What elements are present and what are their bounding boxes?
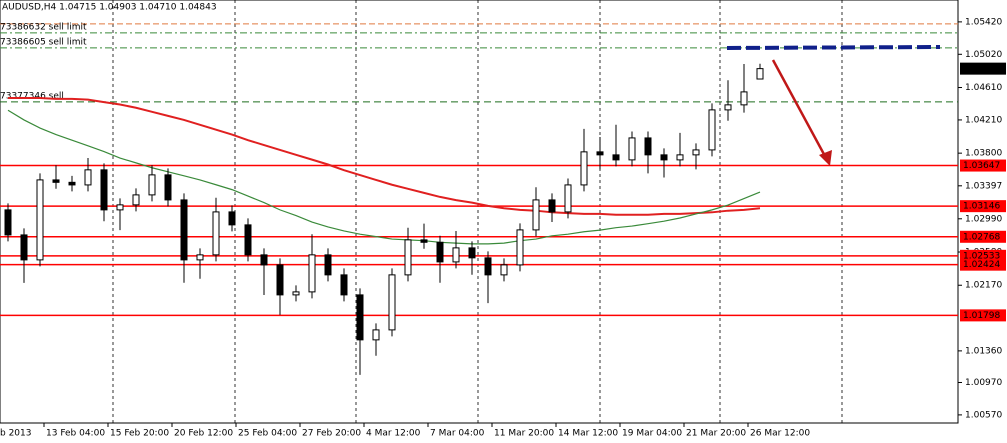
level-label: 1.03146 <box>963 202 1000 212</box>
chart-layer: 73386632 sell limit 73386605 sell limit 73… <box>0 22 958 375</box>
y-tick-label: 1.03397 <box>965 181 1002 191</box>
candle-body <box>20 234 28 261</box>
candle-body <box>564 184 572 213</box>
level-label: 1.02533 <box>963 251 1000 261</box>
moving-average <box>8 97 761 216</box>
candle-body <box>692 149 700 156</box>
candle-body <box>116 204 124 211</box>
candle-body <box>628 137 636 161</box>
level-box <box>960 309 1006 322</box>
candle-body <box>228 211 236 226</box>
y-tick-label: 1.02990 <box>965 214 1002 224</box>
order-label: 73386605 sell limit <box>0 37 87 47</box>
y-tick-label: 1.00570 <box>965 410 1002 420</box>
y-tick-label: 1.03800 <box>965 149 1002 159</box>
x-tick-label: 27 Feb 20:00 <box>302 429 361 439</box>
y-tick-label: 1.04610 <box>965 83 1002 93</box>
candle-body <box>180 199 188 261</box>
candle-body <box>340 274 348 296</box>
candle-body <box>580 151 588 186</box>
candle-body <box>52 179 60 183</box>
candle-body <box>548 199 556 213</box>
candle-body <box>676 154 684 161</box>
candle-body <box>36 179 44 261</box>
y-tick-label: 1.05020 <box>965 50 1002 60</box>
price-label: 1.04843 <box>963 64 1000 74</box>
y-tick-label: 1.04210 <box>965 115 1002 125</box>
annotation-arrow <box>771 59 828 159</box>
candle-body <box>132 194 140 206</box>
candle-body <box>436 241 444 263</box>
candle-body <box>756 68 764 80</box>
x-tick-label: 19 Mar 04:00 <box>622 429 682 439</box>
candle-body <box>84 169 92 186</box>
level-box <box>960 159 1006 172</box>
level-label: 1.01798 <box>963 311 1000 321</box>
candle-body <box>212 211 220 256</box>
x-tick-label: 20 Feb 12:00 <box>174 429 233 439</box>
candle-body <box>724 104 732 111</box>
candle-body <box>372 329 380 341</box>
candle-body <box>292 291 300 296</box>
candle-body <box>452 247 460 263</box>
order-label: 73377346 sell <box>0 91 64 101</box>
candle-body <box>740 91 748 106</box>
y-tick-label: 1.00970 <box>965 378 1002 388</box>
candle-body <box>484 257 492 276</box>
candle-body <box>356 294 364 341</box>
candle-body <box>404 239 412 276</box>
candle-body <box>196 254 204 261</box>
y-tick-label: 1.05420 <box>965 17 1002 27</box>
candle-body <box>100 169 108 211</box>
candle-body <box>276 264 284 296</box>
candle-body <box>500 264 508 276</box>
annotation-arrowhead <box>819 150 832 166</box>
level-box <box>960 230 1006 243</box>
candle-body <box>612 154 620 161</box>
x-tick-label: 4 Mar 12:00 <box>366 429 421 439</box>
candle-body <box>644 137 652 156</box>
candle-body <box>324 254 332 276</box>
candle-body <box>148 174 156 196</box>
x-tick-label: 7 Mar 04:00 <box>430 429 485 439</box>
plot-frame <box>0 0 959 424</box>
candle-body <box>260 254 268 266</box>
x-tick-label: 11 Mar 20:00 <box>494 429 554 439</box>
level-label: 1.02424 <box>963 260 1000 270</box>
level-label: 1.03647 <box>963 161 1000 171</box>
candle-body <box>388 274 396 331</box>
x-tick-label: 26 Mar 12:00 <box>750 429 810 439</box>
y-tick-label: 1.01360 <box>965 346 1002 356</box>
order-label: 73386632 sell limit <box>0 22 87 32</box>
x-tick-label: 25 Feb 04:00 <box>238 429 297 439</box>
candle-body <box>308 254 316 293</box>
x-tick-label: 14 Mar 12:00 <box>558 429 618 439</box>
price-box <box>960 62 1006 75</box>
candle-body <box>420 239 428 243</box>
x-tick-label: b 2013 <box>0 429 31 439</box>
candle-body <box>244 224 252 256</box>
candle-body <box>4 209 12 236</box>
x-tick-label: 15 Feb 20:00 <box>110 429 169 439</box>
candle-body <box>468 247 476 259</box>
candle-body <box>164 174 172 201</box>
annotation-dash <box>726 45 941 50</box>
candle-body <box>68 181 76 186</box>
candle-body <box>596 151 604 156</box>
level-box <box>960 258 1006 271</box>
candle-body <box>708 109 716 151</box>
level-label: 1.02768 <box>963 232 1000 242</box>
chart-title: AUDUSD,H4 1.04715 1.04903 1.04710 1.0484… <box>2 3 217 13</box>
moving-average <box>7 109 761 245</box>
candle-body <box>660 154 668 161</box>
candle-body <box>532 199 540 231</box>
y-tick-label: 1.02170 <box>965 281 1002 291</box>
candle-body <box>516 229 524 266</box>
x-tick-label: 21 Mar 20:00 <box>686 429 746 439</box>
level-box <box>960 200 1006 213</box>
x-tick-label: 13 Feb 04:00 <box>46 429 105 439</box>
